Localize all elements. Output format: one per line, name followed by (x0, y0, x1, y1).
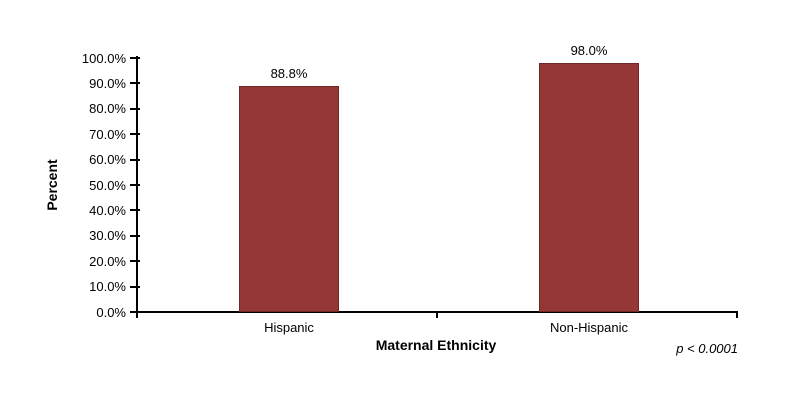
y-tick-label: 0.0% (96, 304, 126, 320)
bar-value-label: 88.8% (270, 66, 308, 82)
x-tick-mark (436, 313, 438, 318)
y-tick-label: 100.0% (81, 50, 126, 66)
y-tick-label: 50.0% (89, 177, 126, 193)
y-tick-label: 20.0% (89, 253, 126, 269)
y-tick-mark (130, 184, 140, 186)
y-tick-mark (130, 260, 140, 263)
y-tick-mark (130, 133, 140, 136)
y-tick-mark (130, 285, 140, 288)
category-label-non-hispanic: Non-Hispanic (549, 320, 629, 335)
category-label-hispanic: Hispanic (264, 320, 314, 335)
y-tick-mark (130, 57, 140, 59)
bar-hispanic (239, 86, 339, 312)
x-axis-line (136, 311, 738, 313)
bar-non-hispanic (539, 63, 639, 312)
y-tick-mark (130, 107, 140, 110)
y-tick-label: 40.0% (89, 202, 126, 218)
x-tick-mark (136, 313, 138, 318)
y-tick-mark (130, 209, 140, 212)
x-axis-title: Maternal Ethnicity (375, 337, 497, 353)
y-tick-mark (130, 82, 140, 85)
y-tick-label: 60.0% (89, 152, 126, 168)
y-tick-mark (130, 234, 140, 237)
y-tick-mark (130, 311, 140, 313)
bar-value-label: 98.0% (570, 43, 608, 59)
y-tick-label: 80.0% (89, 101, 126, 117)
y-tick-label: 30.0% (89, 228, 126, 244)
y-tick-label: 90.0% (89, 75, 126, 91)
y-tick-mark (130, 158, 140, 161)
p-value-annotation: p < 0.0001 (676, 341, 738, 356)
x-tick-mark (736, 313, 738, 318)
y-tick-label: 70.0% (89, 126, 126, 142)
y-tick-label: 10.0% (89, 279, 126, 295)
